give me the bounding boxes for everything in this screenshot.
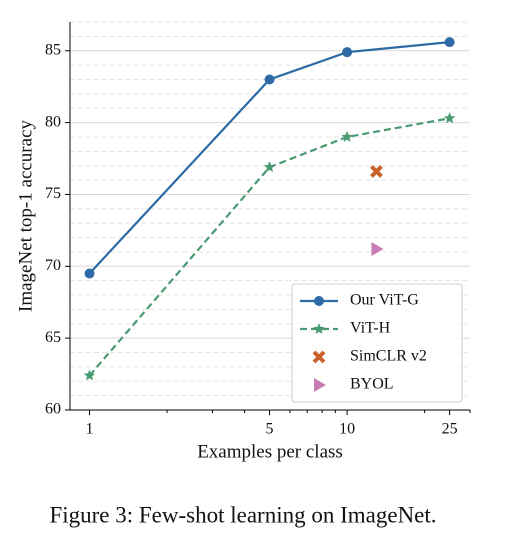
y-tick-label: 60 bbox=[45, 401, 61, 418]
marker bbox=[83, 369, 96, 381]
marker bbox=[371, 242, 384, 257]
legend: Our ViT-G ViT-H SimCLR v2 BYOL bbox=[291, 283, 463, 403]
legend-marker bbox=[313, 323, 325, 334]
series-line bbox=[88, 117, 450, 377]
marker bbox=[263, 161, 276, 172]
marker bbox=[443, 112, 456, 124]
marker bbox=[341, 130, 353, 142]
legend-box bbox=[291, 283, 463, 403]
legend-text: SimCLR v2 bbox=[350, 348, 427, 365]
series-line bbox=[88, 41, 450, 275]
y-axis-label: ImageNet top-1 accuracy bbox=[15, 120, 36, 313]
marker bbox=[444, 37, 455, 48]
x-tick-label: 25 bbox=[442, 421, 458, 438]
y-tick-label: 65 bbox=[45, 329, 61, 346]
legend-marker bbox=[312, 350, 326, 364]
x-tick-label: 10 bbox=[339, 421, 355, 438]
marker bbox=[264, 74, 275, 85]
x-axis-label: Examples per class bbox=[197, 441, 343, 462]
y-tick-label: 70 bbox=[45, 257, 61, 274]
y-tick-label: 80 bbox=[45, 113, 61, 130]
caption: Figure 3: Few-shot learning on ImageNet. bbox=[49, 502, 436, 527]
y-tick-label: 85 bbox=[45, 41, 61, 58]
marker bbox=[84, 268, 95, 279]
legend-text: ViT-H bbox=[350, 320, 391, 337]
legend-text: Our ViT-G bbox=[350, 292, 419, 309]
legend-marker bbox=[314, 378, 326, 392]
y-tick-label: 75 bbox=[45, 185, 61, 202]
marker bbox=[370, 165, 383, 178]
legend-text: BYOL bbox=[350, 376, 394, 393]
x-tick-label: 5 bbox=[266, 421, 274, 438]
marker bbox=[342, 47, 353, 58]
legend-marker bbox=[314, 296, 324, 306]
x-tick-label: 1 bbox=[86, 421, 94, 438]
